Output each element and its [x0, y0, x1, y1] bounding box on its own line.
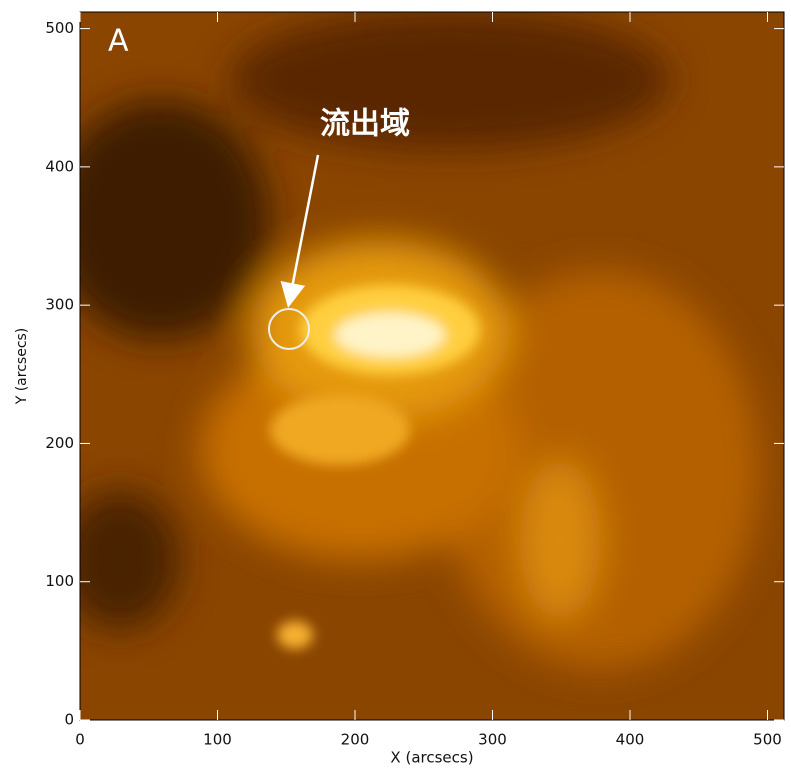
x-tick-label: 500	[753, 731, 782, 749]
x-tick-label: 300	[478, 731, 507, 749]
x-tick-label: 100	[203, 731, 232, 749]
y-axis-label: Y (arcsecs)	[14, 328, 30, 406]
x-tick-label: 400	[616, 731, 645, 749]
y-tick-label: 100	[45, 572, 74, 590]
panel-label: A	[108, 24, 129, 59]
y-tick-label: 500	[45, 19, 74, 37]
x-tick-label: 200	[341, 731, 370, 749]
annotation: 流出域	[320, 107, 410, 142]
y-tick-label: 0	[64, 711, 74, 729]
y-tick-label: 200	[45, 434, 74, 452]
x-axis-label: X (arcsecs)	[390, 749, 473, 767]
x-tick-label: 0	[75, 731, 85, 749]
figure: 0 100 200 300 400 500 0 100 200 300 400 500 A 流出域 X…	[0, 0, 791, 768]
y-tick-label: 300	[45, 296, 74, 314]
solar-image	[50, 10, 784, 720]
y-tick-label: 400	[45, 157, 74, 175]
